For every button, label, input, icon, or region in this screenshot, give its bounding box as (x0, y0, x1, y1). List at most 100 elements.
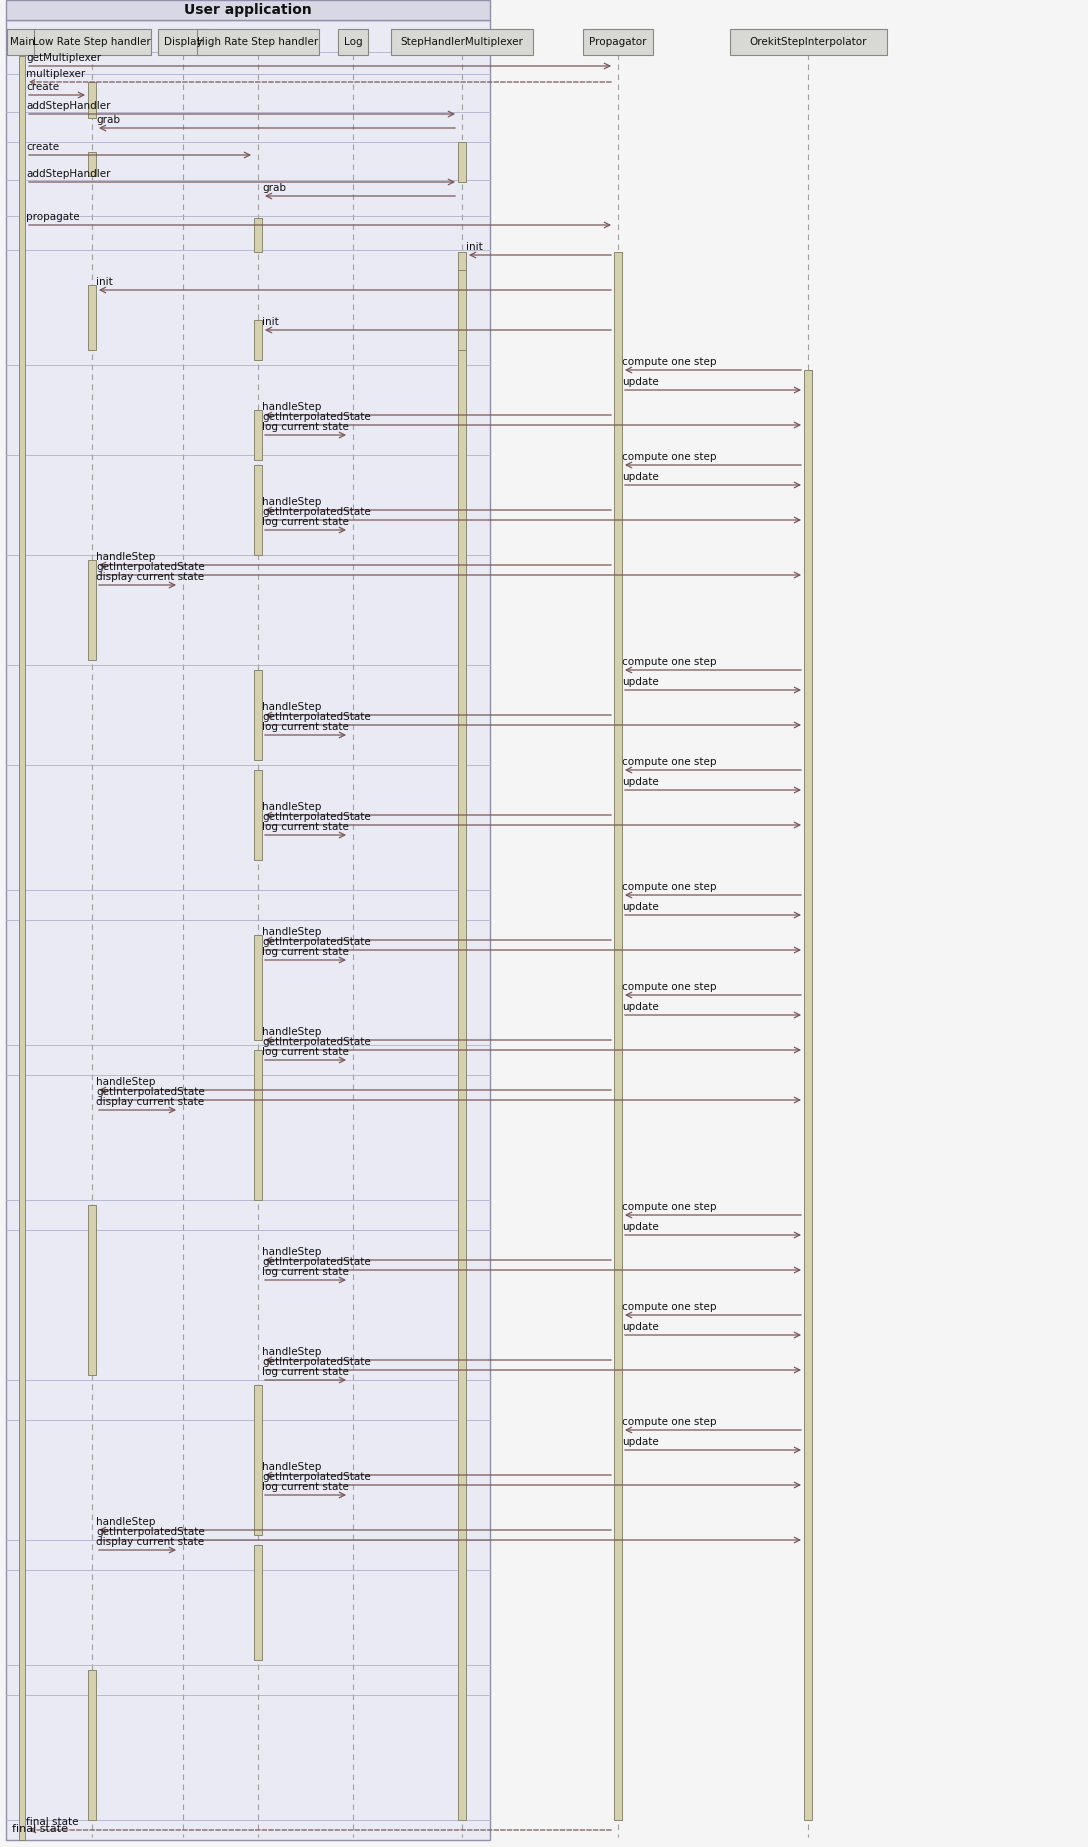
Text: compute one step: compute one step (622, 757, 717, 767)
Text: compute one step: compute one step (622, 1302, 717, 1311)
Text: update: update (622, 1322, 658, 1332)
Text: grab: grab (262, 183, 286, 192)
Bar (254, 1049, 262, 1201)
Text: getInterpolatedState: getInterpolatedState (262, 506, 371, 517)
Text: log current state: log current state (262, 1267, 349, 1276)
Text: init: init (96, 277, 113, 286)
Bar (254, 218, 262, 251)
FancyBboxPatch shape (7, 30, 37, 55)
Text: grab: grab (96, 115, 120, 126)
Text: init: init (262, 318, 279, 327)
Text: log current state: log current state (262, 1481, 349, 1492)
Bar (458, 270, 466, 349)
Bar (458, 142, 466, 183)
Text: compute one step: compute one step (622, 983, 717, 992)
Bar (458, 251, 466, 1819)
Text: handleStep: handleStep (262, 497, 321, 506)
Text: log current state: log current state (262, 1047, 349, 1056)
Bar (254, 320, 262, 360)
Text: update: update (622, 1223, 658, 1232)
Bar (614, 251, 622, 1819)
Text: Main: Main (10, 37, 35, 46)
Text: init: init (466, 242, 483, 251)
Text: handleStep: handleStep (96, 552, 156, 561)
Text: create: create (26, 142, 59, 151)
Text: compute one step: compute one step (622, 356, 717, 368)
Text: handleStep: handleStep (96, 1516, 156, 1527)
FancyBboxPatch shape (197, 30, 319, 55)
Text: update: update (622, 1437, 658, 1446)
Text: High Rate Step handler: High Rate Step handler (197, 37, 319, 46)
FancyBboxPatch shape (338, 30, 368, 55)
Text: update: update (622, 377, 658, 388)
Text: log current state: log current state (262, 822, 349, 831)
Text: compute one step: compute one step (622, 453, 717, 462)
Text: compute one step: compute one step (622, 1417, 717, 1428)
FancyBboxPatch shape (583, 30, 653, 55)
Bar (804, 369, 812, 1819)
Text: compute one step: compute one step (622, 1202, 717, 1212)
Text: handleStep: handleStep (262, 1247, 321, 1258)
Bar (88, 560, 96, 659)
Bar (88, 284, 96, 349)
Bar (88, 1204, 96, 1374)
Text: display current state: display current state (96, 1537, 205, 1548)
Text: propagate: propagate (26, 212, 79, 222)
Text: handleStep: handleStep (262, 1346, 321, 1358)
Text: handleStep: handleStep (262, 1463, 321, 1472)
Text: addStepHandler: addStepHandler (26, 102, 111, 111)
FancyBboxPatch shape (391, 30, 533, 55)
Text: getInterpolatedState: getInterpolatedState (262, 412, 371, 421)
Text: display current state: display current state (96, 1097, 205, 1106)
Text: update: update (622, 1003, 658, 1012)
Text: Low Rate Step handler: Low Rate Step handler (33, 37, 151, 46)
Text: getMultiplexer: getMultiplexer (26, 54, 101, 63)
Text: log current state: log current state (262, 421, 349, 432)
Text: update: update (622, 678, 658, 687)
Text: getInterpolatedState: getInterpolatedState (96, 1088, 205, 1097)
Bar (88, 151, 96, 175)
Bar (254, 935, 262, 1040)
Bar (254, 1385, 262, 1535)
Text: final state: final state (12, 1825, 67, 1834)
Text: OrekitStepInterpolator: OrekitStepInterpolator (750, 37, 867, 46)
Text: handleStep: handleStep (262, 702, 321, 711)
Text: StepHandlerMultiplexer: StepHandlerMultiplexer (400, 37, 523, 46)
Bar (254, 465, 262, 554)
Text: final state: final state (26, 1817, 78, 1827)
Bar (254, 670, 262, 759)
Text: User application: User application (184, 4, 312, 17)
Text: update: update (622, 901, 658, 912)
Text: getInterpolatedState: getInterpolatedState (262, 1036, 371, 1047)
Text: create: create (26, 81, 59, 92)
Text: handleStep: handleStep (262, 1027, 321, 1036)
Text: handleStep: handleStep (262, 927, 321, 936)
Text: handleStep: handleStep (96, 1077, 156, 1088)
Text: getInterpolatedState: getInterpolatedState (96, 561, 205, 573)
Text: update: update (622, 778, 658, 787)
Text: log current state: log current state (262, 1367, 349, 1378)
Text: Propagator: Propagator (590, 37, 646, 46)
Text: getInterpolatedState: getInterpolatedState (262, 1258, 371, 1267)
Text: handleStep: handleStep (262, 802, 321, 813)
Bar (88, 1670, 96, 1819)
Text: Display: Display (163, 37, 202, 46)
Text: log current state: log current state (262, 948, 349, 957)
FancyBboxPatch shape (34, 30, 150, 55)
Text: display current state: display current state (96, 573, 205, 582)
Bar (18, 55, 25, 1840)
Text: getInterpolatedState: getInterpolatedState (96, 1527, 205, 1537)
Text: addStepHandler: addStepHandler (26, 168, 111, 179)
Bar (88, 81, 96, 118)
Text: multiplexer: multiplexer (26, 68, 85, 79)
Bar (7, 20, 490, 1840)
Text: getInterpolatedState: getInterpolatedState (262, 1472, 371, 1481)
Text: getInterpolatedState: getInterpolatedState (262, 711, 371, 722)
Text: update: update (622, 473, 658, 482)
Text: log current state: log current state (262, 517, 349, 526)
Bar (254, 410, 262, 460)
FancyBboxPatch shape (729, 30, 887, 55)
Text: getInterpolatedState: getInterpolatedState (262, 1358, 371, 1367)
Text: getInterpolatedState: getInterpolatedState (262, 813, 371, 822)
Bar (7, 0, 490, 20)
